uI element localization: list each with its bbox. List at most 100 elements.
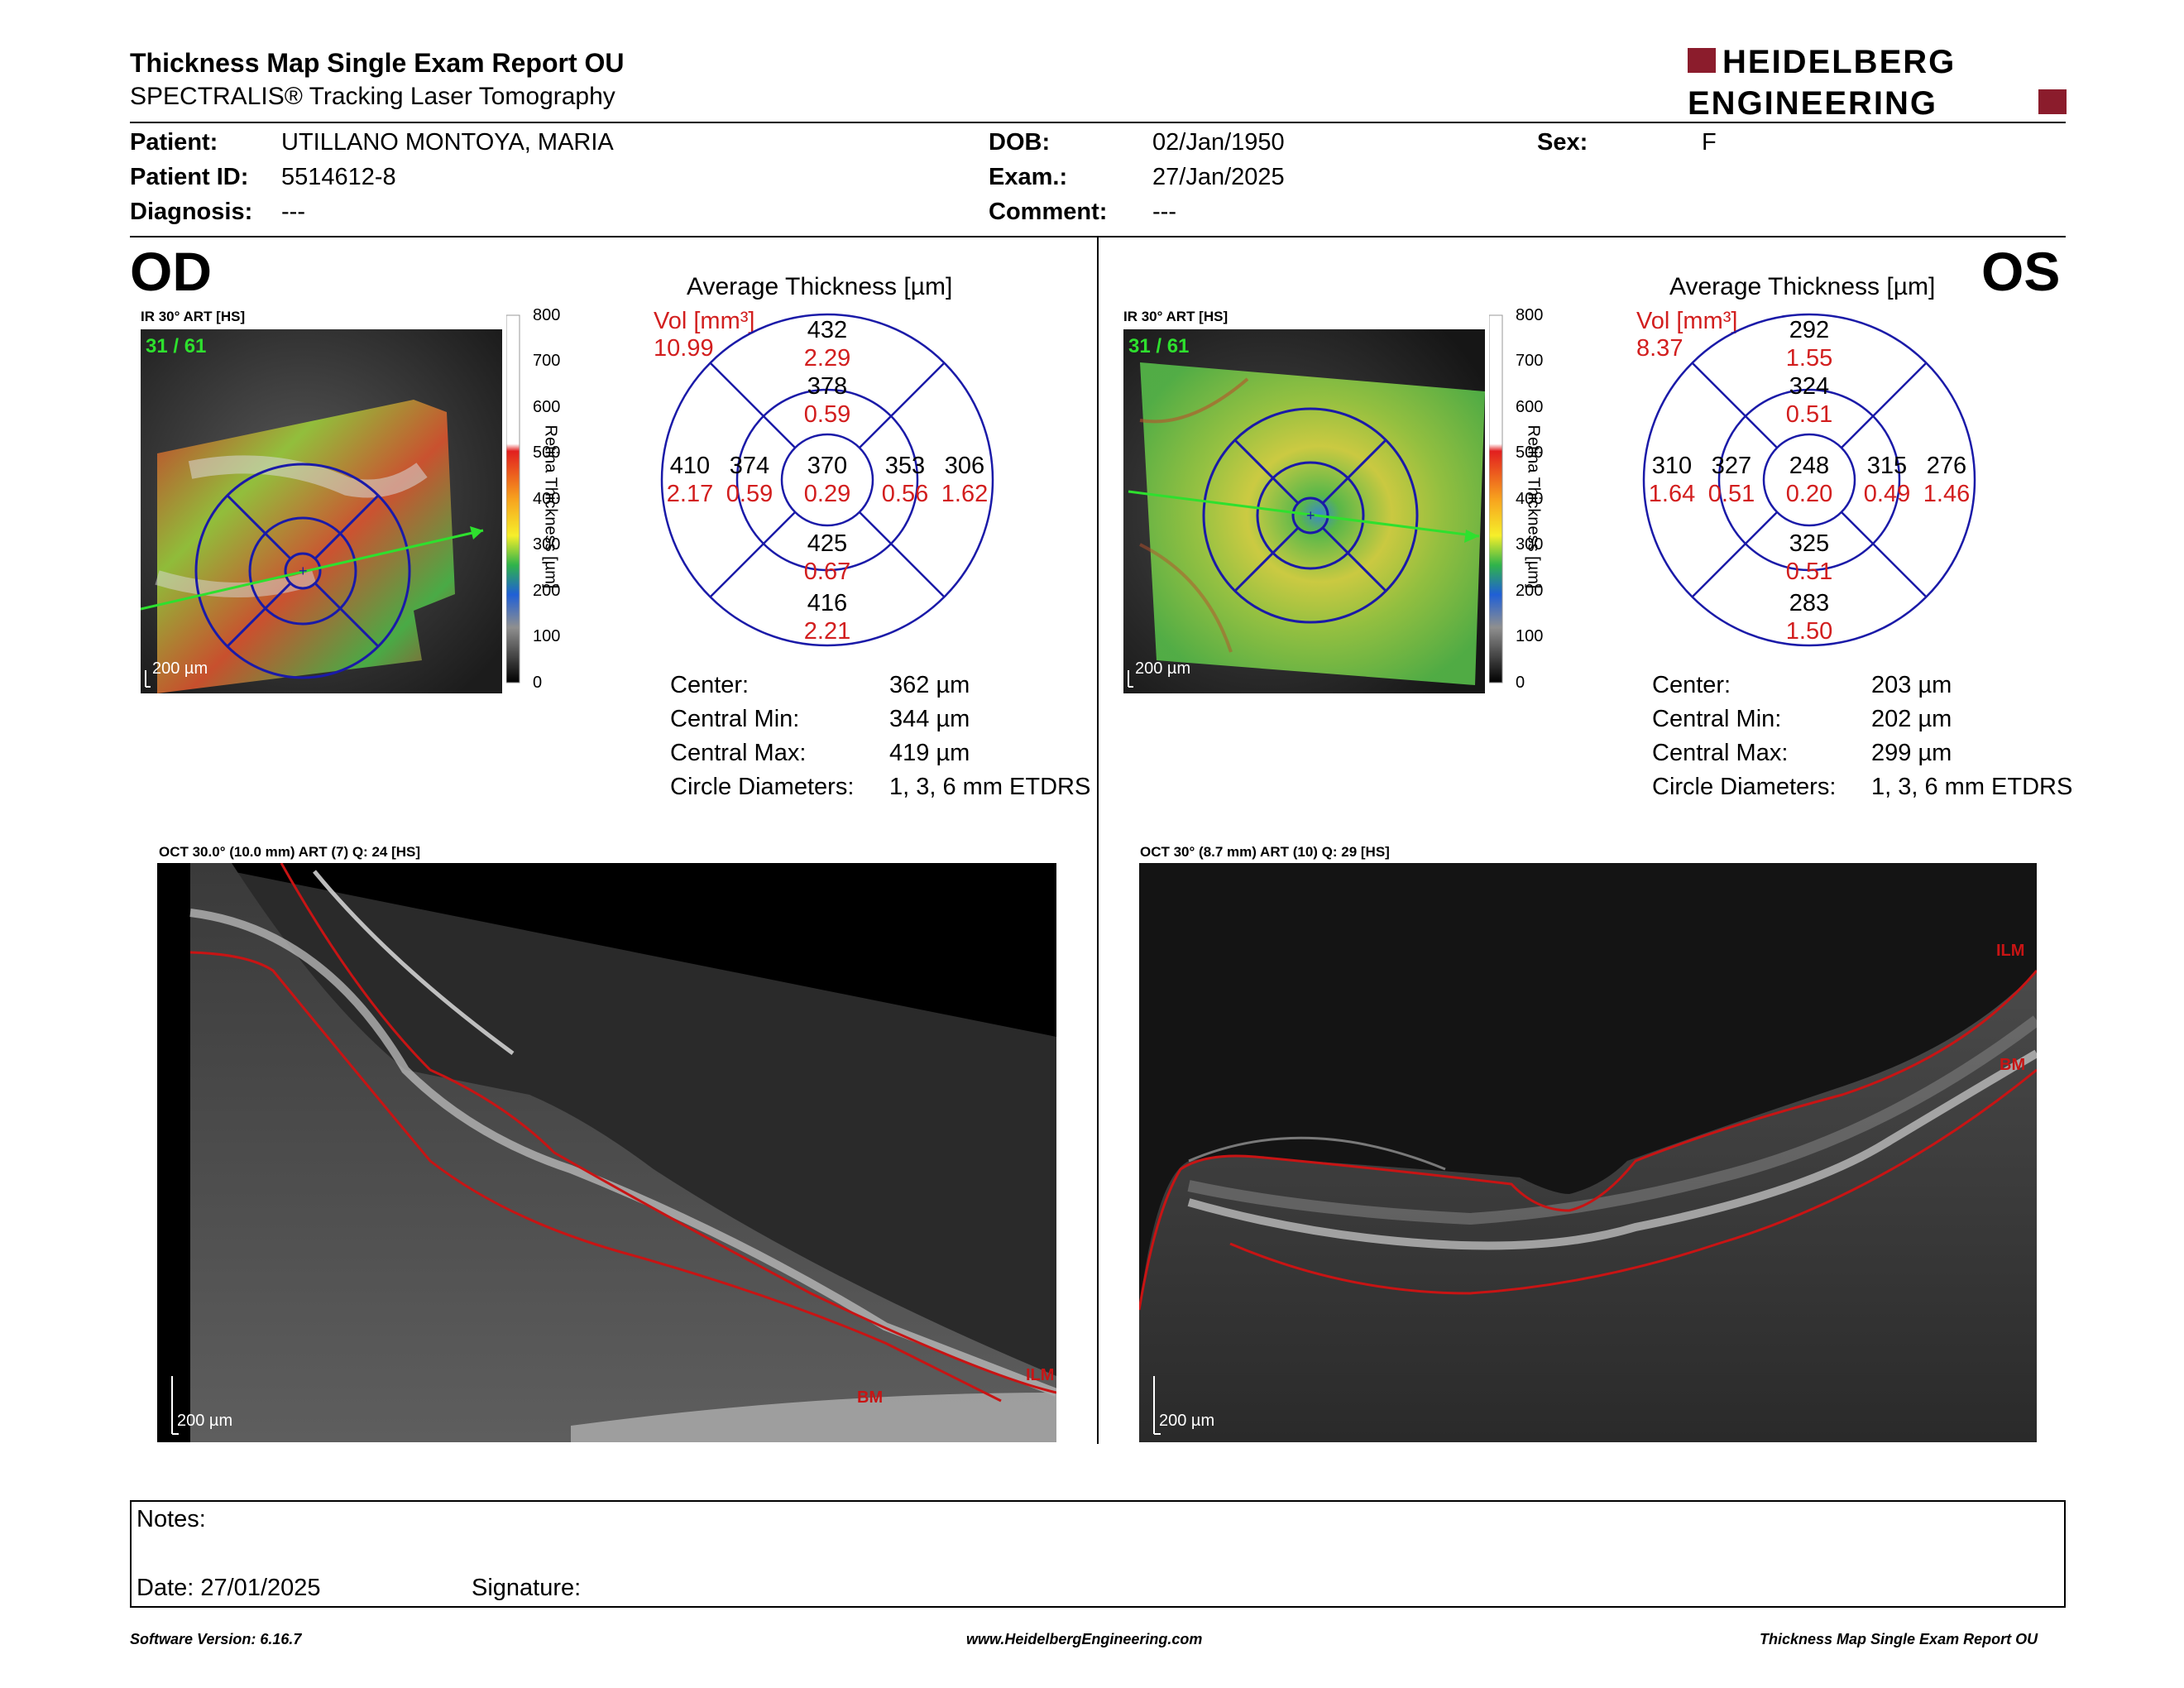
os-center-value: 203 µm <box>1871 672 1952 698</box>
svg-text:BM: BM <box>857 1388 883 1407</box>
od-diam-label: Circle Diameters: <box>670 774 855 800</box>
svg-text:+: + <box>299 563 308 579</box>
os-oct-bscan: ILM BM 200 µm <box>1139 863 2037 1442</box>
svg-text:ENGINEERING: ENGINEERING <box>1688 85 1937 117</box>
svg-text:327: 327 <box>1712 453 1751 479</box>
os-vol-label: Vol [mm³] <box>1636 308 1738 334</box>
svg-text:2.29: 2.29 <box>804 345 850 372</box>
notes-label: Notes: <box>136 1506 206 1532</box>
exam-label: Exam.: <box>989 164 1068 190</box>
od-cb-tick-100: 100 <box>533 627 561 645</box>
eye-label-od: OD <box>130 241 212 302</box>
footer-report-name: Thickness Map Single Exam Report OU <box>1760 1631 2038 1647</box>
svg-text:200 µm: 200 µm <box>1135 659 1190 678</box>
svg-text:0.29: 0.29 <box>804 481 850 507</box>
od-cb-axis-label: Retina Thickness [µm] <box>541 424 560 589</box>
od-cb-tick-200: 200 <box>533 582 561 600</box>
os-cb-tick-700: 700 <box>1516 352 1544 370</box>
notes-box[interactable] <box>130 1500 2066 1608</box>
od-max-value: 419 µm <box>889 740 970 766</box>
os-center-label: Center: <box>1652 672 1731 698</box>
svg-text:0.51: 0.51 <box>1786 559 1832 585</box>
od-oct-caption: OCT 30.0° (10.0 mm) ART (7) Q: 24 [HS] <box>159 844 421 860</box>
exam-date: 27/Jan/2025 <box>1152 164 1285 190</box>
od-cb-tick-400: 400 <box>533 490 561 508</box>
svg-text:410: 410 <box>670 453 710 479</box>
svg-text:0.59: 0.59 <box>726 481 773 507</box>
od-vol-value: 10.99 <box>654 335 714 362</box>
os-max-label: Central Max: <box>1652 740 1789 766</box>
os-cb-tick-100: 100 <box>1516 627 1544 645</box>
svg-text:1.55: 1.55 <box>1786 345 1832 372</box>
od-cb-tick-500: 500 <box>533 444 561 462</box>
svg-text:0.59: 0.59 <box>804 401 850 428</box>
svg-text:248: 248 <box>1789 453 1829 479</box>
svg-text:2.21: 2.21 <box>804 618 850 645</box>
report-title: Thickness Map Single Exam Report OU <box>130 48 625 78</box>
patient-id: 5514612-8 <box>281 164 396 190</box>
svg-text:200 µm: 200 µm <box>1159 1412 1214 1430</box>
os-cb-tick-400: 400 <box>1516 490 1544 508</box>
sex-value: F <box>1702 129 1717 156</box>
os-diam-label: Circle Diameters: <box>1652 774 1837 800</box>
od-thickness-colorbar <box>505 313 581 693</box>
os-cb-tick-600: 600 <box>1516 398 1544 416</box>
svg-text:0.20: 0.20 <box>1786 481 1832 507</box>
footer-website-link[interactable]: www.HeidelbergEngineering.com <box>966 1631 1203 1647</box>
svg-text:2.17: 2.17 <box>667 481 713 507</box>
svg-text:ILM: ILM <box>1026 1366 1054 1384</box>
date-label: Date: 27/01/2025 <box>136 1575 321 1601</box>
svg-text:31 / 61: 31 / 61 <box>146 335 206 357</box>
svg-text:425: 425 <box>807 530 847 557</box>
od-etdrs-grid: 432 2.29 378 0.59 370 0.29 425 0.67 416 … <box>660 313 994 647</box>
svg-text:0.51: 0.51 <box>1786 401 1832 428</box>
dob-value: 02/Jan/1950 <box>1152 129 1285 156</box>
od-fundus-thickness-map: + 31 / 61 200 µm <box>141 329 502 693</box>
sex-label: Sex: <box>1537 129 1588 156</box>
patient-rule <box>130 236 2066 237</box>
od-diam-value: 1, 3, 6 mm ETDRS <box>889 774 1091 800</box>
os-cb-tick-800: 800 <box>1516 306 1544 324</box>
os-cb-tick-300: 300 <box>1516 535 1544 554</box>
patient-label: Patient: <box>130 129 218 156</box>
od-center-value: 362 µm <box>889 672 970 698</box>
svg-text:416: 416 <box>807 590 847 616</box>
os-min-value: 202 µm <box>1871 706 1952 732</box>
od-cb-tick-300: 300 <box>533 535 561 554</box>
svg-text:310: 310 <box>1652 453 1692 479</box>
od-max-label: Central Max: <box>670 740 807 766</box>
diagnosis-value: --- <box>281 199 305 225</box>
dob-label: DOB: <box>989 129 1051 156</box>
signature-label: Signature: <box>472 1575 582 1601</box>
os-cb-tick-200: 200 <box>1516 582 1544 600</box>
footer-software-version: Software Version: 6.16.7 <box>130 1631 302 1647</box>
od-cb-tick-800: 800 <box>533 306 561 324</box>
svg-text:31 / 61: 31 / 61 <box>1128 335 1189 357</box>
svg-text:ILM: ILM <box>1996 942 2024 960</box>
svg-text:378: 378 <box>807 373 847 400</box>
header-rule <box>130 122 2066 123</box>
svg-text:324: 324 <box>1789 373 1829 400</box>
eye-divider <box>1097 237 1099 1444</box>
svg-text:1.64: 1.64 <box>1649 481 1695 507</box>
svg-text:200 µm: 200 µm <box>177 1412 232 1430</box>
os-min-label: Central Min: <box>1652 706 1782 732</box>
od-ir-caption: IR 30° ART [HS] <box>141 309 246 324</box>
od-min-value: 344 µm <box>889 706 970 732</box>
os-thickness-colorbar <box>1488 313 1564 693</box>
svg-text:306: 306 <box>945 453 984 479</box>
svg-text:283: 283 <box>1789 590 1829 616</box>
od-min-label: Central Min: <box>670 706 800 732</box>
svg-text:+: + <box>1306 507 1315 524</box>
os-vol-value: 8.37 <box>1636 335 1684 362</box>
svg-text:0.51: 0.51 <box>1708 481 1755 507</box>
od-vol-label: Vol [mm³] <box>654 308 755 334</box>
od-cb-tick-600: 600 <box>533 398 561 416</box>
svg-text:315: 315 <box>1867 453 1907 479</box>
svg-text:HEIDELBERG: HEIDELBERG <box>1722 44 1956 80</box>
svg-text:432: 432 <box>807 317 847 343</box>
svg-text:1.50: 1.50 <box>1786 618 1832 645</box>
svg-text:0.49: 0.49 <box>1864 481 1910 507</box>
os-cb-tick-500: 500 <box>1516 444 1544 462</box>
svg-text:292: 292 <box>1789 317 1829 343</box>
